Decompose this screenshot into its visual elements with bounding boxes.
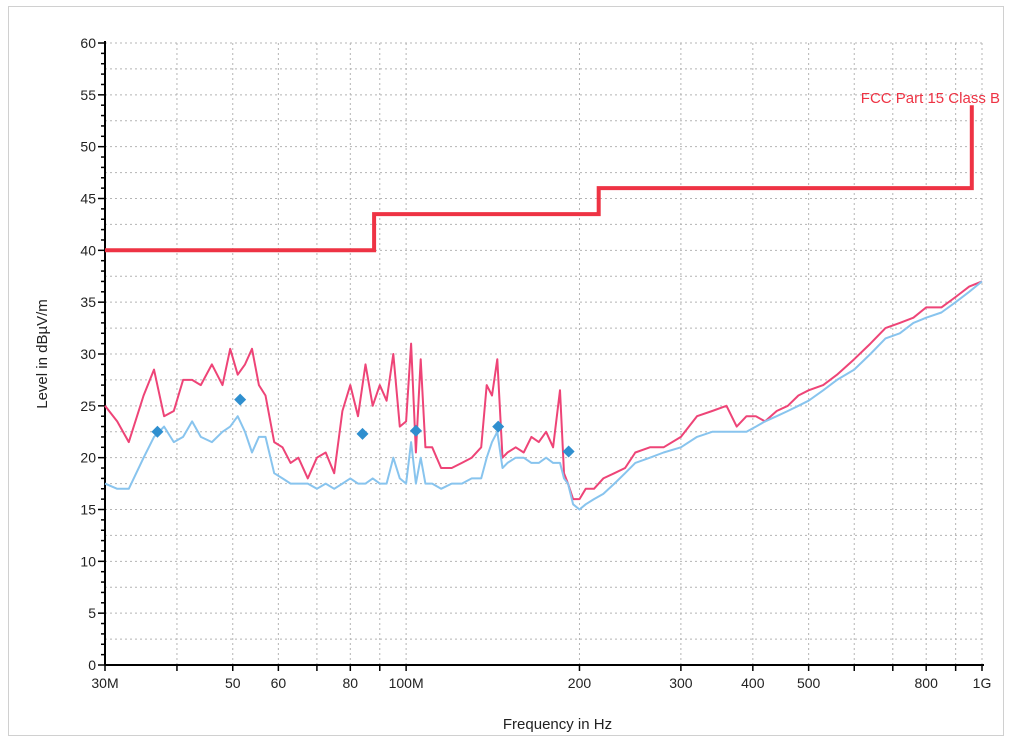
x-tick-label: 300 [669, 675, 693, 691]
limit-line-label: FCC Part 15 Class B [861, 90, 1000, 107]
measurement-marker [562, 445, 575, 458]
y-tick-label: 25 [80, 398, 96, 414]
y-tick-labels: 0 5 10 15 20 25 30 35 40 45 50 55 60 [80, 35, 96, 673]
emission-chart: 0 5 10 15 20 25 30 35 40 45 50 55 60 30M 50 60 80 100M 20… [34, 35, 1000, 733]
y-tick-label: 15 [80, 502, 96, 518]
y-tick-label: 30 [80, 346, 96, 362]
y-tick-label: 40 [80, 242, 96, 258]
x-tick-label: 80 [343, 675, 359, 691]
x-tick-labels: 30M 50 60 80 100M 200 300 400 500 800 1G [91, 675, 991, 691]
measurement-marker [151, 425, 164, 438]
axes [98, 41, 984, 671]
x-tick-label: 400 [741, 675, 765, 691]
measurement-marker [492, 420, 505, 433]
chart-frame: 0 5 10 15 20 25 30 35 40 45 50 55 60 30M 50 60 80 100M 20… [8, 6, 1004, 736]
measurement-marker [356, 427, 369, 440]
limit-line [105, 105, 974, 253]
grid [104, 42, 983, 665]
x-tick-label: 30M [91, 675, 118, 691]
x-tick-label: 500 [797, 675, 821, 691]
y-tick-label: 5 [88, 605, 96, 621]
measurement-marker [234, 393, 247, 406]
x-tick-label: 100M [389, 675, 424, 691]
peak-trace [104, 280, 983, 501]
x-tick-label: 800 [915, 675, 939, 691]
y-tick-label: 60 [80, 35, 96, 51]
x-axis-title: Frequency in Hz [503, 716, 612, 733]
y-tick-label: 0 [88, 657, 96, 673]
x-tick-label: 200 [568, 675, 592, 691]
y-tick-label: 20 [80, 450, 96, 466]
measurement-marker [409, 424, 422, 437]
y-tick-label: 50 [80, 139, 96, 155]
y-tick-label: 55 [80, 87, 96, 103]
y-tick-label: 10 [80, 553, 96, 569]
series-layer [104, 105, 983, 511]
x-tick-label: 1G [973, 675, 992, 691]
y-axis-title: Level in dBµV/m [34, 299, 51, 409]
marker-layer [151, 393, 575, 458]
y-tick-label: 45 [80, 191, 96, 207]
y-tick-label: 35 [80, 294, 96, 310]
x-tick-label: 50 [225, 675, 241, 691]
quasi-peak-trace [104, 280, 983, 511]
x-tick-label: 60 [271, 675, 287, 691]
